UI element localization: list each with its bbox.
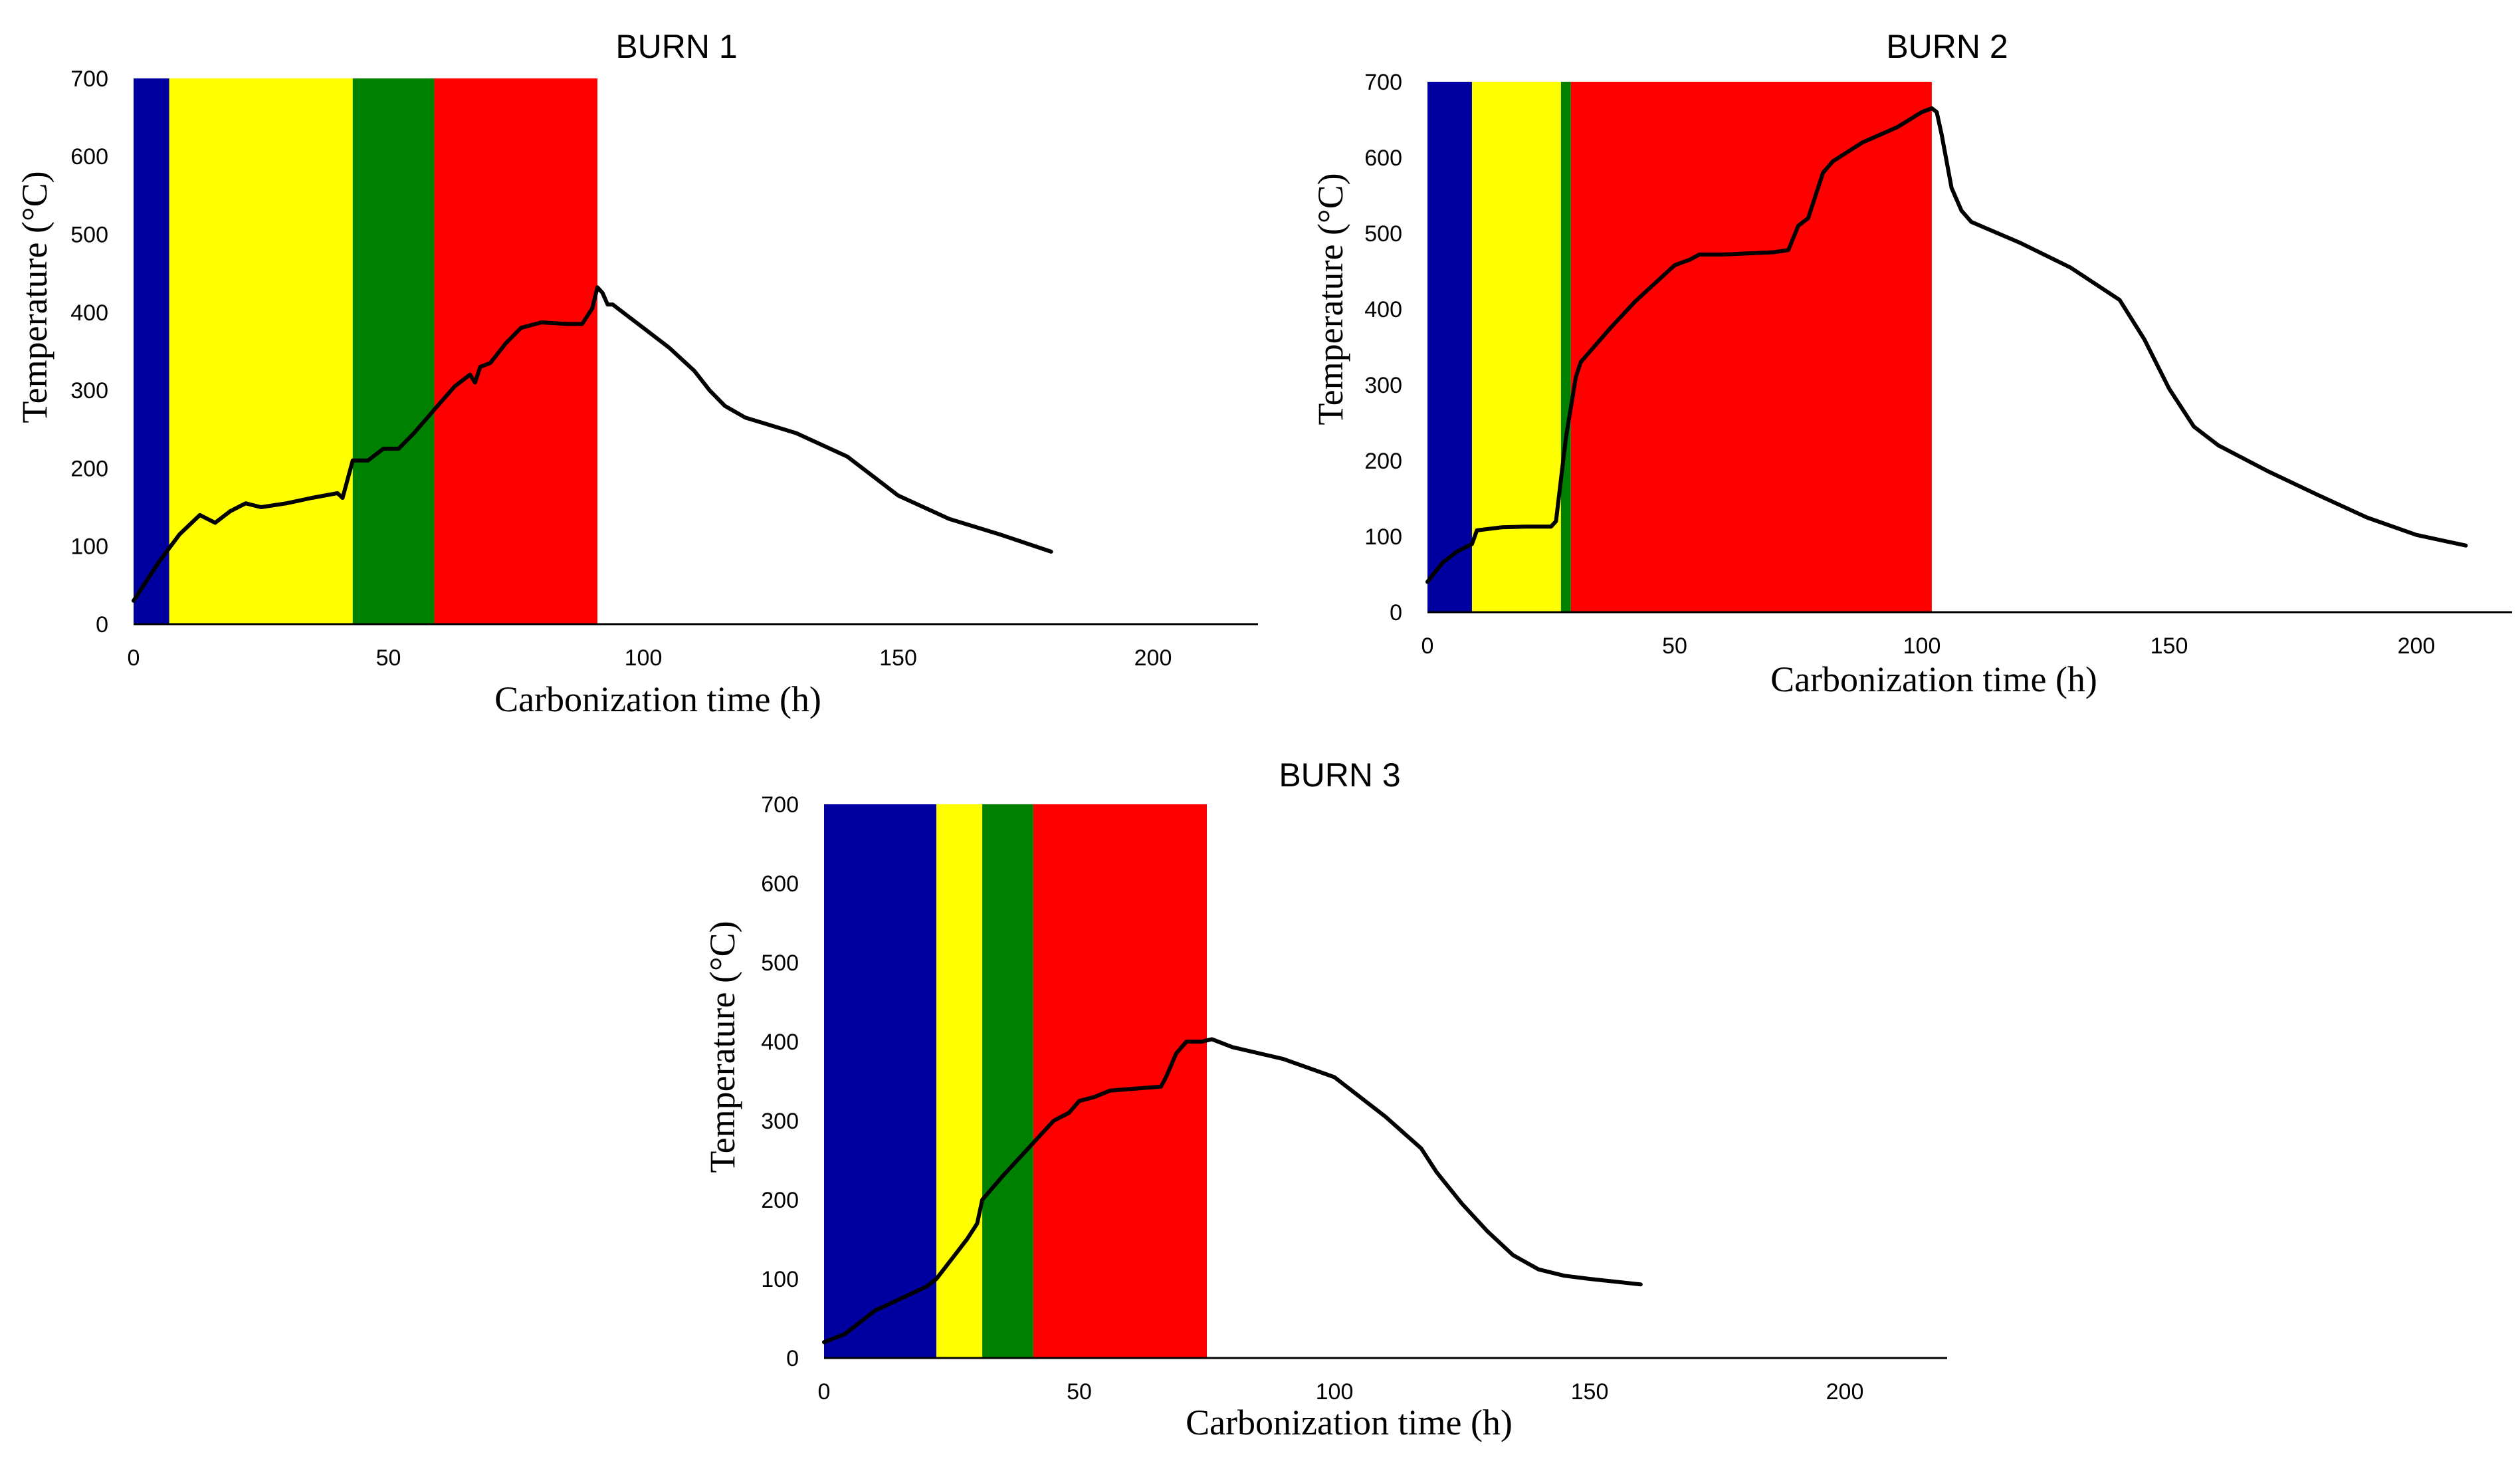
phase-red-band [434,78,597,624]
chart-burn-3: 0 50 100 150 200 0 100 200 300 400 500 600 700 BURN… [702,756,1947,1442]
y-tick-label: 600 [761,871,799,897]
x-tick-label: 150 [2151,633,2188,659]
y-tick-label: 600 [1364,146,1402,171]
x-tick-labels: 0 50 100 150 200 [818,1379,1864,1405]
phase-blue-band [1427,82,1472,612]
chart-title: BURN 3 [1279,756,1400,794]
y-tick-labels: 0 100 200 300 400 500 600 700 [1364,70,1402,625]
y-tick-label: 0 [1390,600,1402,625]
phase-red-band [1570,82,1932,612]
y-tick-label: 100 [1364,524,1402,550]
x-axis-label: Carbonization time (h) [494,679,821,719]
y-tick-label: 100 [761,1267,799,1292]
x-tick-label: 0 [818,1379,831,1405]
phase-blue-band [134,78,169,624]
phase-yellow-band [169,78,353,624]
chart-title: BURN 2 [1886,28,2008,65]
phase-bands [134,78,597,624]
x-tick-label: 50 [1662,633,1687,659]
x-tick-label: 200 [1826,1379,1864,1405]
chart-burn-1: 0 50 100 150 200 0 100 200 300 400 500 600 700 BURN… [15,28,1258,719]
phase-green-band [982,804,1033,1358]
temperature-line [1425,106,2468,584]
phase-green-band [352,78,435,624]
x-tick-label: 200 [2398,633,2436,659]
y-tick-label: 200 [70,456,108,481]
x-tick-labels: 0 50 100 150 200 [1421,633,2436,659]
phase-yellow-band [1471,82,1561,612]
y-tick-label: 400 [70,300,108,326]
y-tick-label: 400 [761,1030,799,1055]
y-tick-label: 200 [761,1188,799,1213]
phase-green-band [1560,82,1571,612]
y-tick-label: 200 [1364,449,1402,474]
y-axis-label: Temperature (°C) [1311,173,1350,425]
y-tick-label: 600 [70,144,108,170]
y-tick-label: 700 [1364,70,1402,95]
x-tick-label: 50 [376,645,401,671]
temperature-line [822,1037,1643,1345]
y-tick-label: 300 [761,1109,799,1134]
y-axis-label: Temperature (°C) [702,921,742,1173]
y-tick-labels: 0 100 200 300 400 500 600 700 [761,792,799,1371]
phase-bands [824,804,1207,1358]
x-tick-label: 150 [879,645,917,671]
x-tick-labels: 0 50 100 150 200 [128,645,1172,671]
chart-title: BURN 1 [615,28,737,65]
x-tick-label: 150 [1571,1379,1609,1405]
x-tick-label: 200 [1134,645,1172,671]
x-tick-label: 0 [1421,633,1434,659]
y-tick-label: 0 [96,612,108,637]
x-tick-label: 100 [1903,633,1941,659]
y-tick-labels: 0 100 200 300 400 500 600 700 [70,66,108,637]
y-axis-label: Temperature (°C) [15,171,54,423]
phase-blue-band [824,804,936,1358]
x-axis-label: Carbonization time (h) [1770,659,2097,699]
y-tick-label: 700 [761,792,799,818]
phase-red-band [1033,804,1207,1358]
x-tick-label: 100 [1316,1379,1354,1405]
chart-burn-2: 0 50 100 150 200 0 100 200 300 400 500 600 700 BURN… [1311,28,2512,699]
x-axis-label: Carbonization time (h) [1186,1403,1513,1442]
x-tick-label: 50 [1067,1379,1092,1405]
temperature-line [132,285,1053,603]
phase-bands [1427,82,1932,612]
x-tick-label: 0 [128,645,140,671]
y-tick-label: 400 [1364,297,1402,322]
y-tick-label: 500 [761,951,799,976]
y-tick-label: 500 [1364,221,1402,247]
y-tick-label: 0 [786,1346,799,1371]
y-tick-label: 300 [70,378,108,403]
phase-yellow-band [936,804,983,1358]
y-tick-label: 700 [70,66,108,92]
y-tick-label: 100 [70,534,108,560]
y-tick-label: 500 [70,223,108,248]
y-tick-label: 300 [1364,373,1402,398]
x-tick-label: 100 [625,645,663,671]
